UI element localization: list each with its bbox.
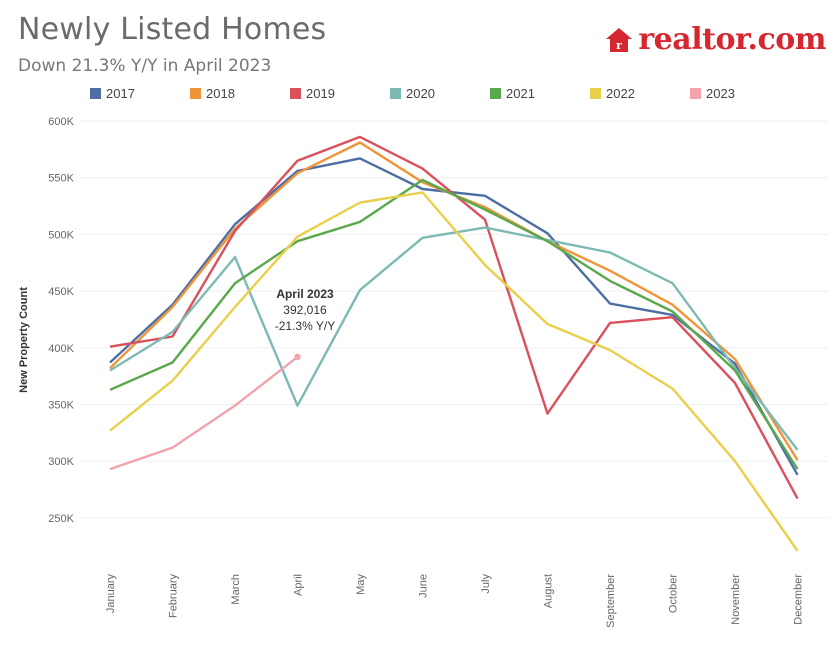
x-tick-label: January [105, 574, 117, 614]
legend-label: 2018 [206, 86, 235, 101]
x-tick-label: April [293, 574, 305, 596]
x-tick-label: November [730, 574, 742, 625]
chart-title: Newly Listed Homes [18, 12, 327, 47]
series-lines [109, 135, 799, 552]
x-tick-label: September [605, 574, 617, 628]
svg-text:r: r [616, 39, 622, 52]
legend-label: 2017 [106, 86, 135, 101]
legend: 2017 2018 2019 2020 2021 2022 2023 [90, 86, 830, 104]
y-tick-label: 300K [48, 456, 74, 468]
grid-lines [80, 120, 828, 519]
annotation-title: April 2023 [276, 287, 334, 301]
legend-item-2017[interactable]: 2017 [90, 86, 135, 101]
x-tick-label: July [480, 574, 492, 594]
y-tick-label: 600K [48, 116, 74, 128]
legend-item-2021[interactable]: 2021 [490, 86, 535, 101]
y-tick-label: 350K [48, 400, 74, 412]
legend-swatch [490, 88, 501, 99]
x-tick-label: December [793, 574, 805, 625]
legend-label: 2022 [606, 86, 635, 101]
legend-swatch [390, 88, 401, 99]
x-tick-label: February [168, 574, 180, 619]
y-axis-ticks: 250K 300K 350K 400K 450K 500K 550K 600K [48, 116, 74, 525]
logo-text: realtor.com [638, 22, 826, 57]
legend-item-2020[interactable]: 2020 [390, 86, 435, 101]
series-line-2022[interactable] [109, 191, 799, 552]
legend-item-2022[interactable]: 2022 [590, 86, 635, 101]
legend-item-2019[interactable]: 2019 [290, 86, 335, 101]
x-tick-label: August [543, 574, 555, 608]
x-tick-label: October [668, 574, 680, 613]
series-line-2019[interactable] [109, 135, 799, 500]
legend-swatch [90, 88, 101, 99]
y-tick-label: 250K [48, 513, 74, 525]
x-tick-label: March [230, 574, 242, 605]
series-line-2023[interactable] [109, 355, 299, 471]
legend-label: 2020 [406, 86, 435, 101]
annotation: April 2023 392,016 -21.3% Y/Y [275, 287, 335, 333]
legend-swatch [190, 88, 201, 99]
y-tick-label: 450K [48, 286, 74, 298]
x-tick-label: June [418, 574, 430, 598]
series-line-2020[interactable] [109, 226, 799, 451]
x-axis-ticks: January February March April May June July Augu… [105, 574, 805, 628]
y-tick-label: 500K [48, 229, 74, 241]
series-line-2021[interactable] [109, 178, 799, 470]
legend-swatch [290, 88, 301, 99]
annotation-value: 392,016 [283, 303, 327, 317]
legend-label: 2023 [706, 86, 735, 101]
legend-swatch [690, 88, 701, 99]
series-line-2017[interactable] [109, 157, 799, 476]
annotation-point[interactable] [294, 353, 301, 361]
legend-item-2018[interactable]: 2018 [190, 86, 235, 101]
house-icon: r [606, 27, 633, 52]
chart-subtitle: Down 21.3% Y/Y in April 2023 [18, 56, 272, 76]
annotation-change: -21.3% Y/Y [275, 319, 335, 333]
y-tick-label: 550K [48, 173, 74, 185]
legend-label: 2021 [506, 86, 535, 101]
legend-item-2023[interactable]: 2023 [690, 86, 735, 101]
legend-label: 2019 [306, 86, 335, 101]
y-tick-label: 400K [48, 343, 74, 355]
legend-swatch [590, 88, 601, 99]
x-tick-label: May [355, 574, 367, 595]
realtor-logo: r realtor.com [604, 22, 826, 57]
